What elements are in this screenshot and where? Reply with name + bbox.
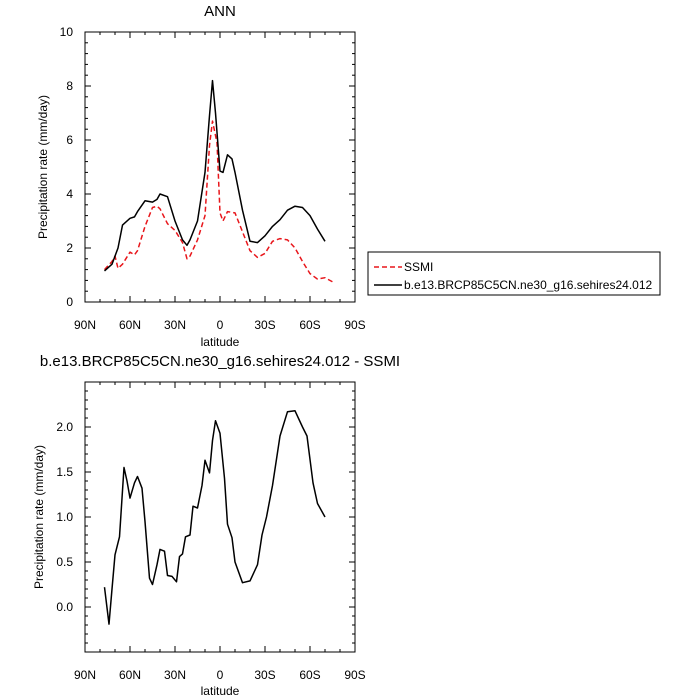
- top-x-tick-label: 90S: [344, 318, 365, 332]
- top-y-tick-label: 2: [66, 241, 73, 255]
- bottom-x-tick-label: 90S: [344, 668, 365, 682]
- top-x-tick-label: 90N: [74, 318, 96, 332]
- legend-label-ssmi: SSMI: [404, 260, 433, 274]
- top-y-axis-label: Precipitation rate (mm/day): [36, 95, 50, 239]
- bottom-y-tick-label: 2.0: [56, 420, 73, 434]
- top-axis-ticks: 90N 60N 30N 0 30S 60S 90S 0 2 4 6 8 10: [60, 25, 366, 332]
- bottom-chart-title: b.e13.BRCP85C5CN.ne30_g16.sehires24.012 …: [40, 353, 400, 370]
- top-x-tick-label: 60N: [119, 318, 141, 332]
- top-y-tick-label: 4: [66, 187, 73, 201]
- top-y-tick-label: 10: [60, 25, 74, 39]
- top-chart-title: ANN: [204, 3, 236, 20]
- bottom-x-tick-label: 0: [217, 668, 224, 682]
- top-y-tick-label: 0: [66, 295, 73, 309]
- bottom-y-tick-label: 0.0: [56, 600, 73, 614]
- top-x-tick-label: 30N: [164, 318, 186, 332]
- bottom-x-tick-label: 60N: [119, 668, 141, 682]
- top-x-tick-label: 0: [217, 318, 224, 332]
- bottom-axis-ticks: 90N 60N 30N 0 30S 60S 90S 0.0 0.5 1.0 1.5 2.0: [56, 381, 366, 682]
- bottom-lines: [103, 410, 326, 625]
- bottom-x-tick-label: 30N: [164, 668, 186, 682]
- bottom-x-tick-label: 90N: [74, 668, 96, 682]
- top-series-line-0: [103, 120, 333, 283]
- bottom-series-line-0: [103, 410, 326, 625]
- bottom-x-axis-label: latitude: [201, 684, 240, 698]
- top-x-tick-label: 60S: [299, 318, 320, 332]
- legend-label-model: b.e13.BRCP85C5CN.ne30_g16.sehires24.012: [404, 278, 652, 292]
- bottom-panel: b.e13.BRCP85C5CN.ne30_g16.sehires24.012 …: [32, 353, 400, 698]
- top-x-axis-label: latitude: [201, 335, 240, 349]
- legend: SSMI b.e13.BRCP85C5CN.ne30_g16.sehires24…: [367, 251, 661, 296]
- top-y-tick-label: 8: [66, 79, 73, 93]
- top-y-tick-label: 6: [66, 133, 73, 147]
- bottom-y-tick-label: 0.5: [56, 555, 73, 569]
- bottom-y-tick-label: 1.0: [56, 510, 73, 524]
- top-series-line-1: [104, 79, 326, 272]
- top-x-tick-label: 30S: [254, 318, 275, 332]
- legend-box: [367, 251, 661, 296]
- bottom-y-tick-label: 1.5: [56, 465, 73, 479]
- bottom-y-axis-label: Precipitation rate (mm/day): [32, 445, 46, 589]
- bottom-x-tick-label: 60S: [299, 668, 320, 682]
- top-lines: [103, 79, 333, 283]
- bottom-x-tick-label: 30S: [254, 668, 275, 682]
- bottom-plot-frame: [84, 381, 356, 653]
